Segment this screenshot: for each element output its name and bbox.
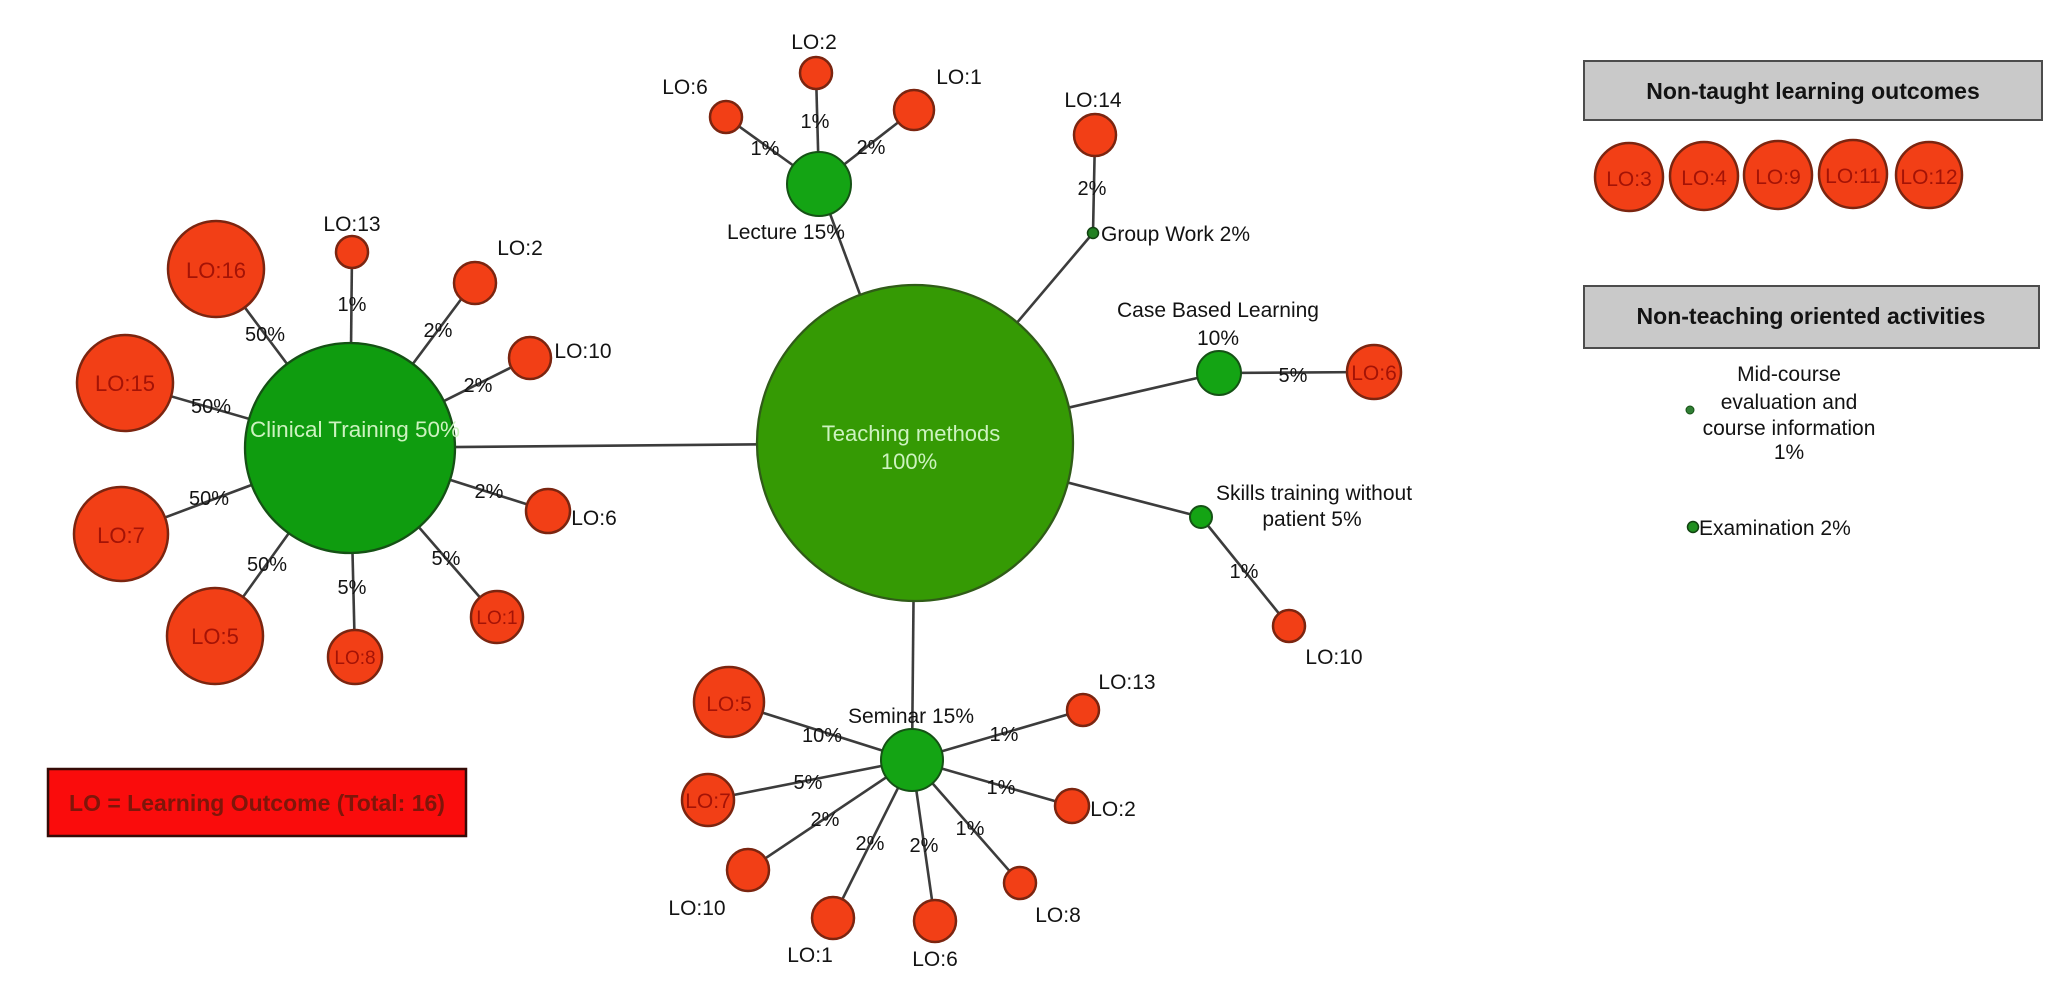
svg-text:5%: 5% xyxy=(1279,365,1308,387)
svg-text:2%: 2% xyxy=(857,137,886,159)
svg-text:LO:3: LO:3 xyxy=(1606,168,1652,191)
svg-text:LO:5: LO:5 xyxy=(706,693,752,716)
svg-text:LO:12: LO:12 xyxy=(1900,166,1957,189)
svg-text:Non-teaching oriented activiti: Non-teaching oriented activities xyxy=(1637,303,1986,329)
svg-text:LO:5: LO:5 xyxy=(191,624,239,649)
svg-text:LO:4: LO:4 xyxy=(1681,167,1727,190)
svg-text:LO:1: LO:1 xyxy=(476,608,517,629)
svg-text:LO:7: LO:7 xyxy=(685,790,731,813)
svg-text:LO:14: LO:14 xyxy=(1064,89,1122,112)
svg-text:Non-taught learning outcomes: Non-taught learning outcomes xyxy=(1646,78,1980,104)
svg-text:LO:6: LO:6 xyxy=(912,948,958,971)
svg-text:LO:2: LO:2 xyxy=(1090,798,1136,821)
svg-text:5%: 5% xyxy=(338,577,367,599)
svg-text:LO:9: LO:9 xyxy=(1755,166,1801,189)
svg-text:2%: 2% xyxy=(464,375,493,397)
svg-text:100%: 100% xyxy=(881,449,937,474)
svg-text:LO:1: LO:1 xyxy=(787,944,833,967)
svg-text:1%: 1% xyxy=(1230,561,1259,583)
svg-text:10%: 10% xyxy=(1197,327,1239,350)
svg-text:LO:10: LO:10 xyxy=(668,897,725,920)
svg-text:1%: 1% xyxy=(1774,441,1804,464)
svg-text:Lecture 15%: Lecture 15% xyxy=(727,221,845,244)
svg-text:LO:13: LO:13 xyxy=(1098,671,1155,694)
svg-text:LO:8: LO:8 xyxy=(334,648,375,669)
svg-text:2%: 2% xyxy=(910,835,939,857)
svg-text:LO:6: LO:6 xyxy=(1351,362,1397,385)
svg-text:LO:8: LO:8 xyxy=(1035,904,1081,927)
svg-text:LO:1: LO:1 xyxy=(936,66,982,89)
svg-text:LO:10: LO:10 xyxy=(554,340,611,363)
svg-text:2%: 2% xyxy=(475,481,504,503)
svg-text:Group Work 2%: Group Work 2% xyxy=(1101,223,1250,246)
svg-text:Examination 2%: Examination 2% xyxy=(1699,517,1851,540)
svg-text:Clinical Training 50%: Clinical Training 50% xyxy=(250,417,460,442)
svg-text:patient 5%: patient 5% xyxy=(1262,508,1361,531)
svg-text:1%: 1% xyxy=(990,724,1019,746)
svg-text:LO:6: LO:6 xyxy=(571,507,617,530)
svg-text:Teaching methods: Teaching methods xyxy=(822,421,1001,446)
svg-text:LO:11: LO:11 xyxy=(1825,165,1881,188)
svg-text:Skills training without: Skills training without xyxy=(1216,482,1412,505)
svg-text:LO:7: LO:7 xyxy=(97,523,145,548)
svg-text:5%: 5% xyxy=(794,772,823,794)
svg-text:2%: 2% xyxy=(424,320,453,342)
svg-text:1%: 1% xyxy=(801,111,830,133)
svg-text:1%: 1% xyxy=(956,818,985,840)
svg-text:1%: 1% xyxy=(751,138,780,160)
svg-text:10%: 10% xyxy=(802,725,842,747)
svg-text:LO:10: LO:10 xyxy=(1305,646,1362,669)
svg-text:1%: 1% xyxy=(987,777,1016,799)
svg-text:50%: 50% xyxy=(189,488,229,510)
svg-text:LO:2: LO:2 xyxy=(791,31,837,54)
svg-text:Case Based Learning: Case Based Learning xyxy=(1117,299,1319,322)
svg-text:5%: 5% xyxy=(432,548,461,570)
svg-text:LO:15: LO:15 xyxy=(95,371,155,396)
svg-text:LO = Learning Outcome (Total:: LO = Learning Outcome (Total: 16) xyxy=(69,790,445,816)
svg-text:LO:16: LO:16 xyxy=(186,258,246,283)
svg-text:2%: 2% xyxy=(856,833,885,855)
svg-text:LO:2: LO:2 xyxy=(497,237,543,260)
svg-text:50%: 50% xyxy=(245,324,285,346)
svg-text:2%: 2% xyxy=(1078,178,1107,200)
svg-text:50%: 50% xyxy=(247,554,287,576)
svg-text:2%: 2% xyxy=(811,809,840,831)
svg-text:50%: 50% xyxy=(191,396,231,418)
svg-text:Seminar 15%: Seminar 15% xyxy=(848,705,974,728)
svg-text:1%: 1% xyxy=(338,294,367,316)
svg-text:course information: course information xyxy=(1703,417,1876,440)
svg-text:LO:6: LO:6 xyxy=(662,76,708,99)
svg-text:LO:13: LO:13 xyxy=(323,213,380,236)
svg-text:evaluation and: evaluation and xyxy=(1721,391,1858,414)
svg-text:Mid-course: Mid-course xyxy=(1737,363,1841,386)
